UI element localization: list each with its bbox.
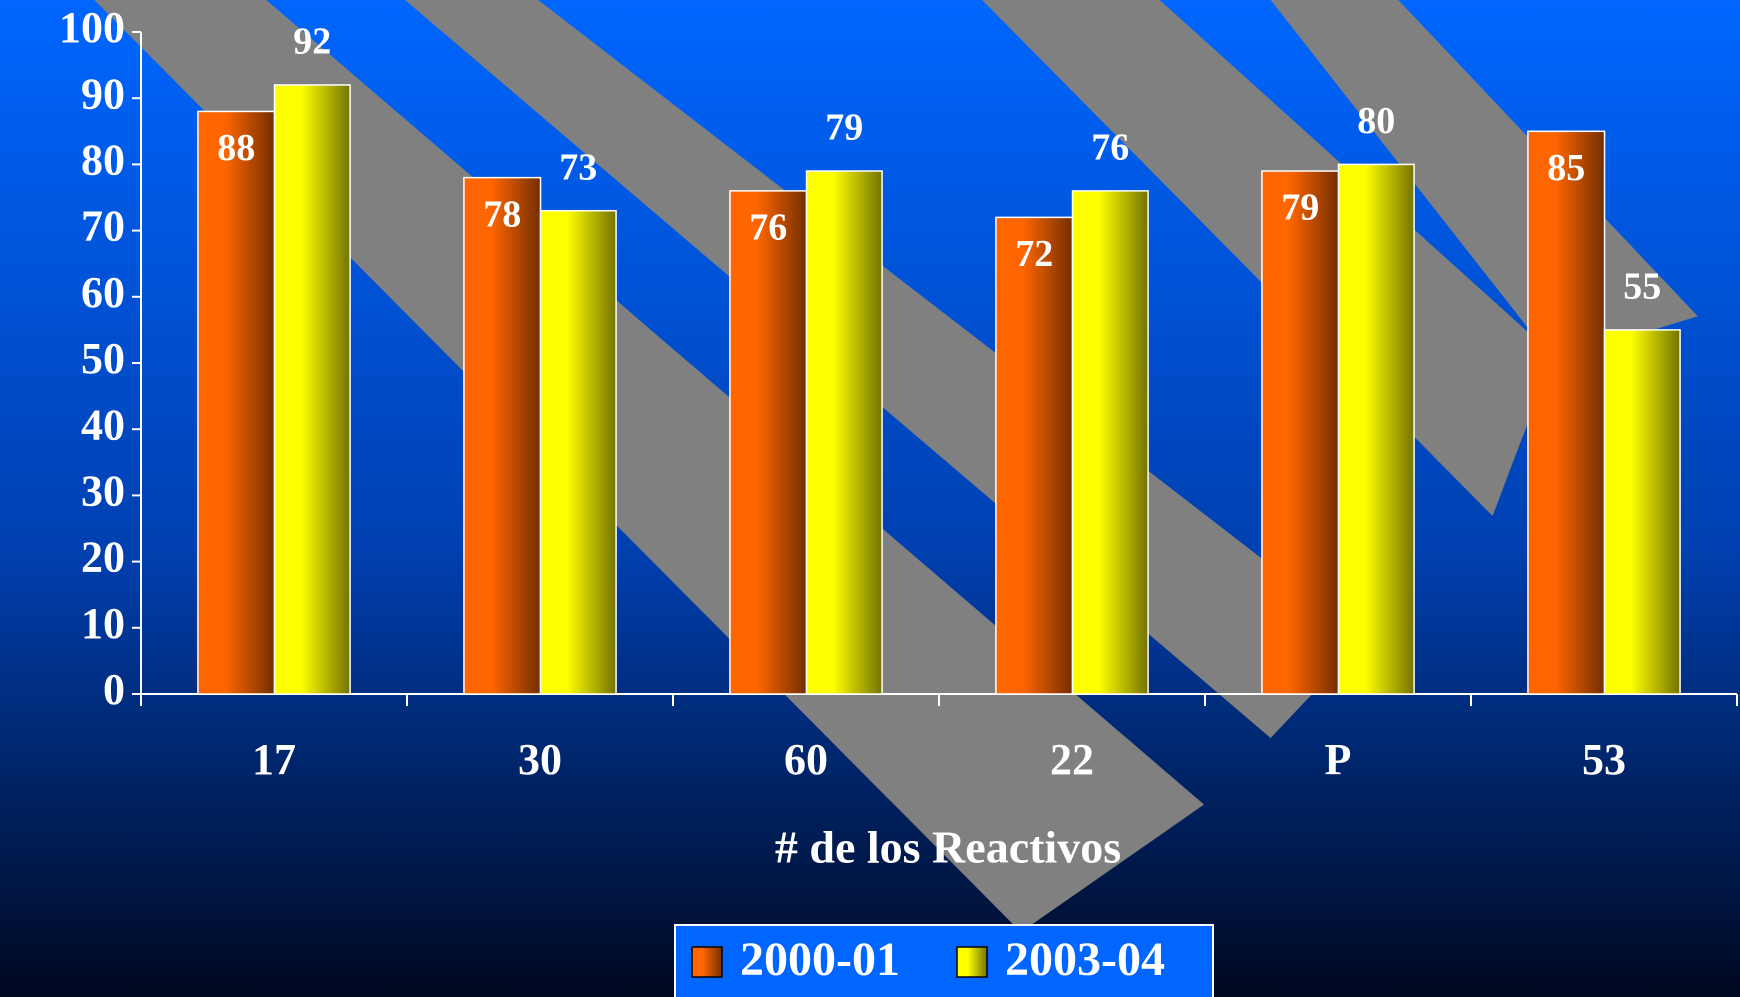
bar xyxy=(995,216,1074,695)
bar xyxy=(1261,170,1340,695)
y-tick-label: 50 xyxy=(81,334,125,383)
x-tick-label: 22 xyxy=(1050,735,1094,784)
x-tick-label: P xyxy=(1325,735,1352,784)
legend-swatch xyxy=(956,946,988,978)
value-label: 73 xyxy=(559,146,597,188)
value-label: 79 xyxy=(1281,187,1319,229)
bar xyxy=(1071,190,1149,695)
y-tick-label: 20 xyxy=(81,533,125,582)
value-label: 85 xyxy=(1547,147,1585,189)
y-tick-label: 30 xyxy=(81,466,125,515)
y-tick-label: 10 xyxy=(81,599,125,648)
x-tick-label: 30 xyxy=(518,735,562,784)
y-tick-label: 70 xyxy=(81,202,125,251)
y-tick-label: 60 xyxy=(81,268,125,317)
bar xyxy=(539,209,617,695)
bar xyxy=(273,84,351,695)
y-tick-label: 40 xyxy=(81,400,125,449)
bar xyxy=(805,170,883,695)
legend-swatch xyxy=(691,946,723,978)
x-tick-label: 60 xyxy=(784,735,828,784)
y-tick-label: 0 xyxy=(103,665,125,714)
value-label: 78 xyxy=(483,193,521,235)
value-label: 76 xyxy=(749,207,787,249)
y-tick-label: 100 xyxy=(59,3,125,52)
value-label: 88 xyxy=(217,127,255,169)
value-label: 76 xyxy=(1091,127,1129,169)
value-label: 55 xyxy=(1623,266,1661,308)
bar xyxy=(197,110,276,695)
x-tick-label: 17 xyxy=(252,735,296,784)
stripe xyxy=(94,0,1205,933)
value-label: 80 xyxy=(1357,100,1395,142)
bar xyxy=(1337,163,1415,695)
value-label: 92 xyxy=(293,21,331,63)
legend-label: 2000-01 xyxy=(740,933,900,986)
bar xyxy=(1603,329,1681,695)
legend xyxy=(674,924,1214,997)
value-label: 72 xyxy=(1015,233,1053,275)
bar xyxy=(729,190,808,695)
value-label: 79 xyxy=(825,107,863,149)
bar xyxy=(1527,130,1606,695)
y-tick-label: 90 xyxy=(81,69,125,118)
y-tick-label: 80 xyxy=(81,135,125,184)
x-axis-title: # de los Reactivos xyxy=(775,822,1121,873)
x-tick-label: 53 xyxy=(1582,735,1626,784)
legend-label: 2003-04 xyxy=(1005,933,1165,986)
bar xyxy=(463,176,542,695)
